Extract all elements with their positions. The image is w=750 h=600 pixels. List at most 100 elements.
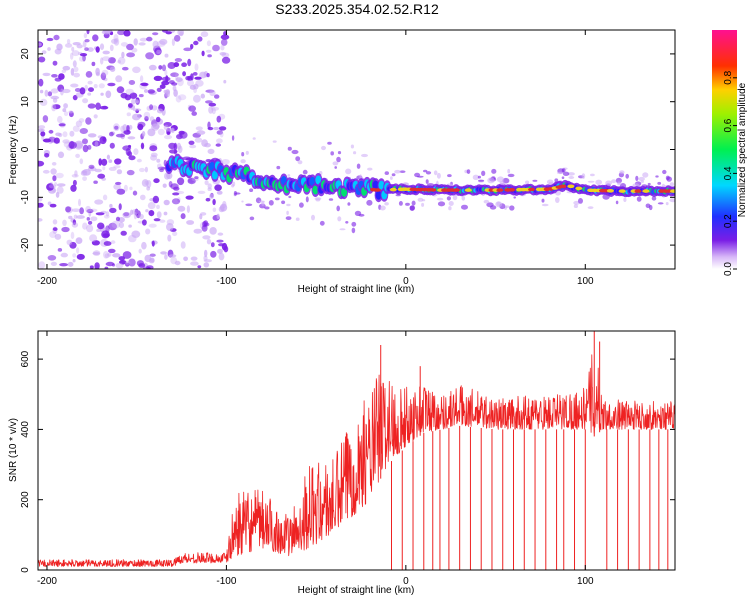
spectrogram-noise-dot xyxy=(156,108,164,114)
colorbar-tick-label: 0.0 xyxy=(723,262,734,276)
spectrogram-noise-dot xyxy=(170,256,178,265)
spectrogram-noise-dot xyxy=(223,245,229,253)
y-tick-label: 0 xyxy=(20,146,31,152)
spectrogram-scatter-dot xyxy=(339,228,346,231)
spectrogram-noise-dot xyxy=(157,166,166,170)
spectrogram-noise-dot xyxy=(209,193,214,200)
spectrogram-noise-dot xyxy=(173,89,178,97)
spectrogram-noise-dot xyxy=(133,38,138,46)
spectrogram-noise-dot xyxy=(44,89,49,97)
spectrogram-noise-dot xyxy=(100,57,104,65)
spectrogram-noise-dot xyxy=(87,47,94,52)
spectrogram-scatter-dot xyxy=(398,201,403,206)
spectrogram-scatter-dot xyxy=(636,196,642,202)
spectrogram-noise-dot xyxy=(203,262,210,268)
spectrogram-noise-dot xyxy=(191,111,197,116)
spectrogram-noise-dot xyxy=(79,87,86,95)
spectrogram-trace-core xyxy=(312,185,319,195)
spectrogram-trace-peak xyxy=(575,186,583,191)
spectrogram-scatter-dot xyxy=(367,167,373,171)
spectrogram-scatter-dot xyxy=(232,181,236,187)
spectrogram-noise-dot xyxy=(148,223,157,228)
spectrogram-scatter-dot xyxy=(347,202,351,206)
spectrogram-noise-dot xyxy=(207,121,211,129)
spectrogram-noise-dot xyxy=(63,103,68,109)
spectrogram-noise-dot xyxy=(51,103,57,112)
spectrogram-noise-dot xyxy=(141,241,147,250)
y-tick-label: 600 xyxy=(20,350,31,367)
spectrogram-noise-dot xyxy=(116,86,125,94)
spectrogram-noise-dot xyxy=(76,247,80,254)
spectrogram-scatter-dot xyxy=(657,202,664,205)
spectrogram-noise-dot xyxy=(127,103,133,108)
spectrogram-noise-dot xyxy=(148,64,157,71)
spectrogram-noise-dot xyxy=(72,253,77,258)
spectrogram-noise-dot xyxy=(86,30,90,35)
spectrogram-noise-dot xyxy=(129,186,133,191)
spectrogram-scatter-dot xyxy=(423,169,428,173)
spectrogram-noise-dot xyxy=(87,133,97,138)
spectrogram-scatter-dot xyxy=(578,198,583,204)
spectrogram-scatter-dot xyxy=(665,175,670,181)
spectrogram-scatter-dot xyxy=(285,216,292,221)
spectrogram-noise-dot xyxy=(51,162,57,166)
spectrogram-scatter-dot xyxy=(252,137,256,140)
spectrogram-noise-dot xyxy=(121,51,125,59)
spectrogram-noise-dot xyxy=(55,132,61,137)
spectrogram-noise-dot xyxy=(147,89,155,94)
spectrogram-noise-dot xyxy=(115,133,125,138)
y-tick-label: 10 xyxy=(20,96,31,108)
spectrogram-noise-dot xyxy=(177,145,183,154)
spectrogram-scatter-dot xyxy=(562,171,570,176)
spectrogram-scatter-dot xyxy=(379,205,386,211)
spectrogram-noise-dot xyxy=(190,256,198,261)
spectrogram-noise-dot xyxy=(38,42,42,47)
spectrogram-noise-dot xyxy=(107,82,116,87)
spectrogram-noise-dot xyxy=(131,209,139,215)
spectrogram-scatter-dot xyxy=(258,200,265,203)
spectrogram-scatter-dot xyxy=(461,204,468,210)
spectrogram-scatter-dot xyxy=(302,169,308,175)
spectrogram-scatter-dot xyxy=(421,202,425,207)
spectrogram-noise-dot xyxy=(216,190,223,195)
spectrogram-noise-dot xyxy=(188,140,195,145)
spectrogram-noise-dot xyxy=(85,205,91,213)
spectrogram-noise-dot xyxy=(175,77,183,82)
spectrogram-noise-dot xyxy=(118,222,124,229)
spectrogram-noise-dot xyxy=(137,123,144,131)
spectrogram-scatter-dot xyxy=(319,220,325,226)
spectrogram-noise-dot xyxy=(138,42,146,46)
spectrogram-scatter-dot xyxy=(452,195,458,201)
spectrogram-noise-dot xyxy=(38,261,46,269)
spectrogram-scatter-dot xyxy=(414,172,421,178)
spectrogram-noise-dot xyxy=(145,52,155,60)
spectrogram-noise-dot xyxy=(116,169,123,175)
spectrogram-trace-peak xyxy=(606,189,614,193)
spectrogram-scatter-dot xyxy=(642,172,649,178)
spectrogram-trace-peak xyxy=(508,188,516,192)
spectrogram-noise-dot xyxy=(126,52,135,58)
spectrogram-scatter-dot xyxy=(295,217,300,221)
spectrogram-noise-dot xyxy=(185,195,194,200)
spectrogram-scatter-dot xyxy=(249,216,255,221)
spectrogram-noise-dot xyxy=(72,179,77,186)
spectrogram-noise-dot xyxy=(161,64,167,72)
spectrogram-noise-dot xyxy=(126,125,130,132)
spectrogram-scatter-dot xyxy=(651,196,657,201)
spectrogram-noise-dot xyxy=(186,205,190,214)
spectrogram-noise-dot xyxy=(202,235,211,240)
spectrogram-scatter-dot xyxy=(561,176,565,179)
spectrogram-noise-dot xyxy=(123,30,131,37)
spectrogram-noise-dot xyxy=(38,202,44,208)
spectrogram-noise-dot xyxy=(70,231,75,239)
spectrogram-noise-dot xyxy=(139,167,145,173)
spectrogram-scatter-dot xyxy=(337,216,342,222)
spectrogram-noise-dot xyxy=(71,222,79,228)
spectrogram-noise-dot xyxy=(63,111,69,117)
spectrogram-noise-dot xyxy=(47,254,57,261)
spectrogram-noise-dot xyxy=(82,176,87,182)
spectrogram-noise-dot xyxy=(159,38,168,45)
spectrogram-noise-dot xyxy=(127,144,132,148)
spectrogram-noise-dot xyxy=(159,168,164,173)
